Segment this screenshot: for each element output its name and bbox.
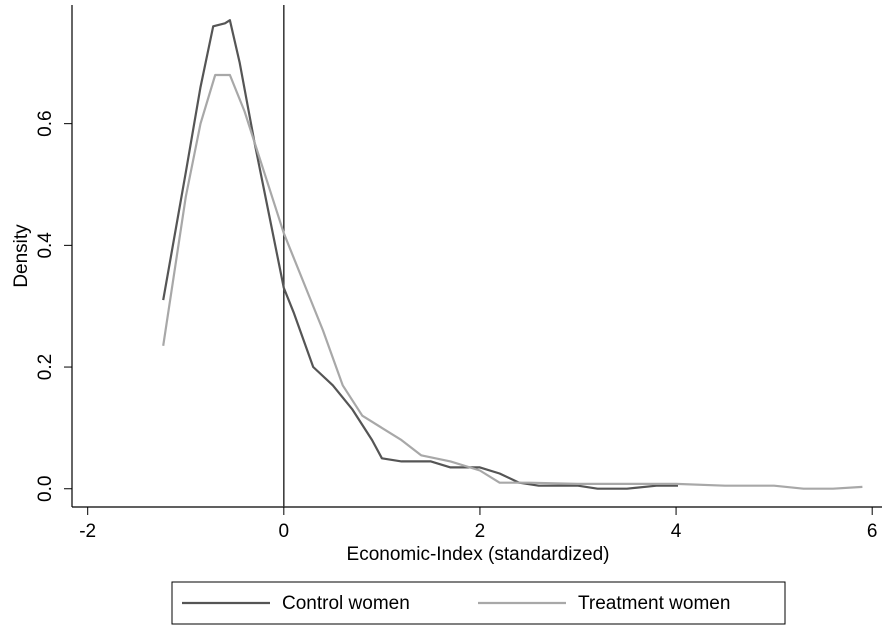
x-tick-label: 0 <box>279 521 290 542</box>
x-tick-label: 2 <box>475 521 486 542</box>
y-tick-label: 0.2 <box>35 354 56 380</box>
x-tick-label: -2 <box>79 521 96 542</box>
legend-label: Treatment women <box>578 593 730 614</box>
density-line <box>162 19 678 490</box>
y-axis-label: Density <box>11 224 32 288</box>
density-line <box>162 73 863 490</box>
x-tick-label: 6 <box>867 521 878 542</box>
y-tick-label: 0.4 <box>35 232 56 259</box>
legend-box <box>171 581 786 625</box>
legend-label: Control women <box>282 593 410 614</box>
y-tick-label: 0.0 <box>35 476 56 502</box>
y-tick-label: 0.6 <box>35 110 56 136</box>
x-axis-label: Economic-Index (standardized) <box>347 544 610 565</box>
x-tick-label: 4 <box>671 521 682 542</box>
